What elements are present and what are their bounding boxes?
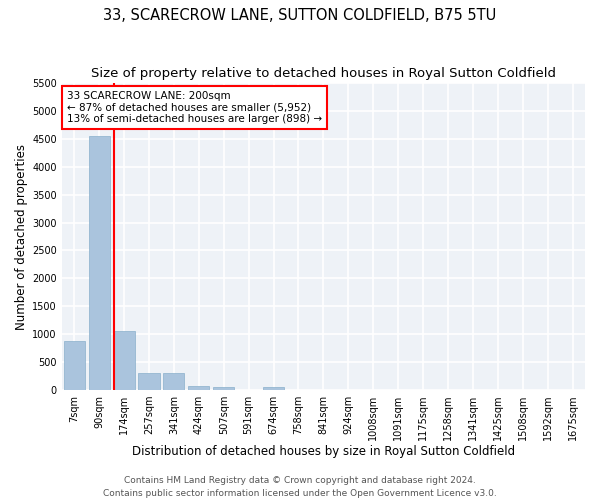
Y-axis label: Number of detached properties: Number of detached properties	[15, 144, 28, 330]
Text: 33, SCARECROW LANE, SUTTON COLDFIELD, B75 5TU: 33, SCARECROW LANE, SUTTON COLDFIELD, B7…	[103, 8, 497, 22]
Bar	[113, 331, 134, 390]
Title: Size of property relative to detached houses in Royal Sutton Coldfield: Size of property relative to detached ho…	[91, 68, 556, 80]
Bar	[64, 341, 85, 390]
Bar	[89, 136, 110, 390]
Text: Contains HM Land Registry data © Crown copyright and database right 2024.
Contai: Contains HM Land Registry data © Crown c…	[103, 476, 497, 498]
X-axis label: Distribution of detached houses by size in Royal Sutton Coldfield: Distribution of detached houses by size …	[132, 444, 515, 458]
Bar	[188, 386, 209, 390]
Bar	[139, 372, 160, 390]
Bar	[163, 372, 184, 390]
Bar	[213, 387, 235, 390]
Bar	[263, 386, 284, 390]
Text: 33 SCARECROW LANE: 200sqm
← 87% of detached houses are smaller (5,952)
13% of se: 33 SCARECROW LANE: 200sqm ← 87% of detac…	[67, 90, 322, 124]
